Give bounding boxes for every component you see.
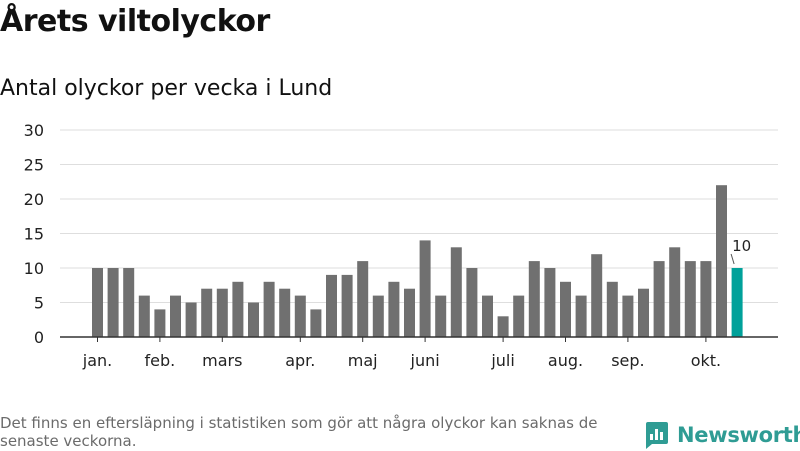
- bar: [497, 316, 509, 337]
- bar: [404, 288, 415, 337]
- x-axis-tick-labels: jan. feb. mars apr. maj juni juli aug. sep. okt.: [82, 337, 721, 370]
- bar-highlight: [731, 268, 743, 337]
- y-tick-label: 0: [34, 328, 44, 347]
- bar: [170, 295, 181, 337]
- bar: [435, 295, 447, 337]
- bars: [92, 185, 743, 337]
- bar: [341, 274, 353, 337]
- bar: [123, 268, 135, 337]
- annotations: 10: [730, 237, 751, 265]
- bar: [684, 261, 696, 337]
- x-tick-label: maj: [348, 351, 378, 370]
- y-tick-label: 25: [24, 156, 44, 175]
- bar: [310, 309, 322, 337]
- bar: [591, 254, 603, 337]
- bar: [216, 288, 228, 337]
- bar: [388, 281, 400, 337]
- bar: [622, 295, 634, 337]
- y-tick-label: 15: [24, 225, 44, 244]
- highlight-value-label: 10: [732, 237, 751, 255]
- bar: [716, 185, 727, 337]
- bar: [326, 274, 337, 337]
- bar: [606, 281, 618, 337]
- bar: [357, 261, 369, 337]
- bar: [450, 247, 462, 337]
- bar: [466, 268, 478, 337]
- bar: [92, 268, 103, 337]
- bar: [482, 295, 493, 337]
- bar: [544, 268, 556, 337]
- bar: [638, 288, 649, 337]
- bar: [560, 281, 571, 337]
- bar: [232, 281, 244, 337]
- bar: [528, 261, 540, 337]
- x-tick-label: jan.: [82, 351, 112, 370]
- x-tick-label: sep.: [611, 351, 644, 370]
- footnote: Det finns en eftersläpning i statistiken…: [0, 414, 598, 450]
- bar: [263, 281, 275, 337]
- bar: [419, 240, 431, 337]
- bar: [575, 295, 587, 337]
- chart-title: Årets viltolyckor: [0, 4, 270, 39]
- bar: [185, 302, 197, 337]
- bar: [248, 302, 259, 337]
- y-axis-tick-labels: 0 5 10 15 20 25 30: [24, 121, 44, 347]
- brand[interactable]: Newsworthy: [643, 419, 800, 451]
- x-tick-label: juni: [410, 351, 440, 370]
- bar: [201, 288, 213, 337]
- bar: [669, 247, 681, 337]
- bar: [138, 295, 150, 337]
- x-tick-label: mars: [202, 351, 242, 370]
- y-tick-label: 20: [24, 190, 44, 209]
- y-tick-label: 10: [24, 259, 44, 278]
- newsworthy-logo-icon: [646, 422, 668, 449]
- bar-chart: 0 5 10 15 20 25 30 jan. feb. mars apr. maj juni juli…: [24, 121, 778, 370]
- bar: [513, 295, 525, 337]
- bar: [107, 268, 119, 337]
- bar: [279, 288, 291, 337]
- x-tick-label: feb.: [145, 351, 176, 370]
- x-tick-label: okt.: [691, 351, 721, 370]
- chart-subtitle: Antal olyckor per vecka i Lund: [0, 76, 333, 101]
- bar: [294, 295, 306, 337]
- y-tick-label: 30: [24, 121, 44, 140]
- x-tick-label: juli: [490, 351, 514, 370]
- x-tick-label: aug.: [548, 351, 583, 370]
- x-tick-label: apr.: [285, 351, 315, 370]
- bar: [700, 261, 712, 337]
- y-tick-label: 5: [34, 294, 44, 313]
- bar: [154, 309, 166, 337]
- brand-name: Newsworthy: [677, 423, 800, 447]
- annotation-leader-line: [730, 253, 735, 265]
- bar: [372, 295, 384, 337]
- bar: [653, 261, 665, 337]
